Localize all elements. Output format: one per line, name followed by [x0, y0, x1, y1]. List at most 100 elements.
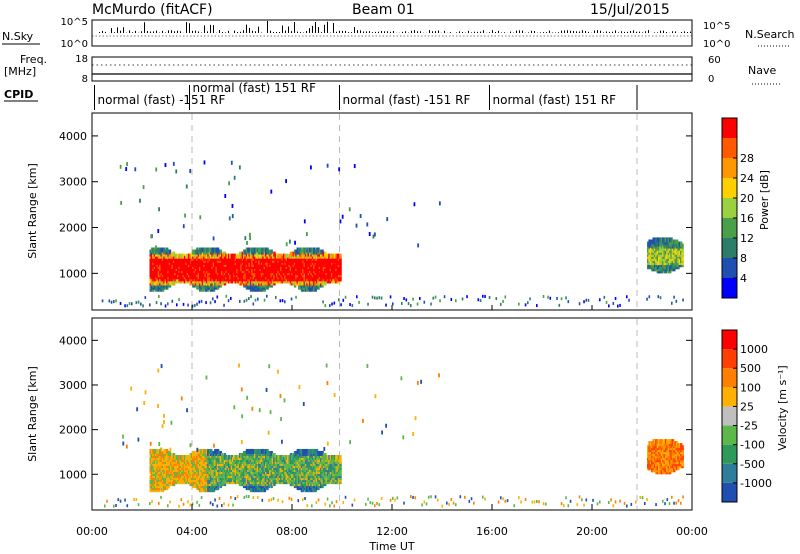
echo-cell [209, 301, 212, 305]
echo-cell [307, 247, 311, 253]
echo-cell [267, 479, 271, 485]
echo-cell [190, 272, 194, 278]
echo-cell [205, 301, 207, 305]
echo-cell [248, 232, 251, 237]
echo-cell [194, 452, 198, 458]
echo-cell [367, 302, 369, 306]
echo-cell [585, 298, 588, 302]
echo-cell [199, 215, 202, 220]
echo-cell [197, 469, 201, 475]
echo-cell [666, 253, 669, 259]
echo-cell [670, 237, 673, 243]
echo-cell [197, 457, 201, 462]
echo-cell [108, 299, 111, 303]
echo-cell [191, 304, 194, 308]
echo-cell [289, 259, 293, 265]
echo-cell [599, 298, 601, 302]
echo-cell [160, 450, 163, 456]
echo-cell [311, 448, 315, 454]
echo-cell [248, 280, 251, 286]
echo-cell [307, 448, 311, 454]
echo-cell [163, 255, 166, 261]
station-title: McMurdo (fitACF) [92, 2, 213, 18]
echo-cell [273, 251, 276, 257]
echo-cell [163, 448, 166, 454]
echo-cell [252, 448, 256, 454]
echo-cell [255, 261, 258, 267]
echo-cell [328, 268, 331, 274]
echo-cell [168, 249, 172, 255]
nsky-panel: N.Sky 10^5 10^0 10^5 10^0 N.Search [2, 17, 795, 50]
echo-cell [200, 299, 203, 303]
echo-cell [207, 448, 210, 454]
echo-cell [203, 160, 206, 165]
nsearch-tick-bottom: 10^0 [703, 39, 730, 50]
echo-cell [277, 454, 280, 460]
echo-cell [583, 300, 585, 304]
cpid-segment-label: normal (fast) -151 RF [98, 93, 226, 107]
echo-cell [166, 259, 169, 265]
echo-cell [190, 259, 194, 265]
echo-cell [164, 304, 167, 308]
echo-cell [265, 247, 268, 253]
echo-cell [266, 294, 268, 298]
echo-cell [144, 296, 147, 300]
echo-cell [150, 234, 153, 239]
echo-cell [307, 257, 311, 263]
echo-cell [201, 247, 205, 253]
echo-cell [671, 301, 673, 305]
echo-cell [166, 473, 169, 479]
freq-tick-top: 18 [75, 54, 88, 65]
echo-cell [438, 201, 441, 206]
echo-cell [656, 253, 660, 259]
echo-cell [335, 270, 338, 276]
echo-cell [315, 457, 319, 462]
echo-cell [249, 236, 252, 241]
echo-cell [649, 239, 653, 245]
echo-cell [366, 222, 369, 227]
echo-cell [193, 249, 196, 255]
echo-cell [659, 258, 662, 264]
echo-cell [277, 469, 280, 475]
echo-cell [222, 454, 225, 460]
echo-cell [239, 299, 241, 303]
echo-cell [167, 282, 170, 288]
echo-cell [171, 274, 174, 280]
echo-cell [248, 481, 251, 487]
echo-cell [236, 475, 239, 481]
echo-cell [680, 255, 683, 261]
echo-cell [201, 448, 205, 454]
echo-cell [320, 249, 323, 255]
echo-cell [197, 274, 201, 280]
echo-cell [617, 304, 619, 308]
echo-cell [214, 467, 217, 473]
echo-cell [155, 167, 158, 172]
echo-cell [172, 263, 176, 269]
echo-cell [303, 247, 306, 253]
echo-cell [205, 448, 209, 454]
echo-cell [234, 477, 238, 483]
echo-cell [289, 463, 293, 469]
echo-cell [479, 298, 482, 302]
echo-cell [333, 263, 337, 269]
echo-cell [193, 450, 196, 456]
echo-cell [653, 260, 657, 266]
echo-cell [190, 452, 194, 458]
echo-cell [203, 459, 206, 465]
echo-cell [227, 299, 230, 303]
echo-cell [259, 463, 262, 469]
echo-cell [244, 461, 247, 467]
echo-cell [542, 294, 545, 298]
echo-cell [196, 459, 199, 465]
echo-cell [179, 473, 183, 479]
echo-cell [335, 278, 338, 284]
echo-cell [199, 469, 202, 475]
echo-cell [205, 477, 209, 483]
echo-cell [671, 262, 675, 268]
echo-cell [659, 245, 662, 251]
echo-cell [241, 457, 245, 462]
echo-cell [199, 247, 202, 253]
echo-cell [267, 450, 271, 456]
echo-cell [320, 450, 323, 456]
